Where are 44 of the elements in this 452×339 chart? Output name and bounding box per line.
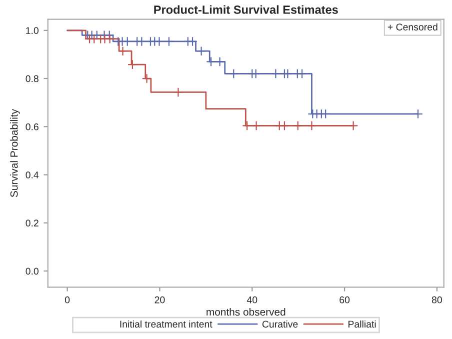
point: [128, 60, 138, 70]
x-tick-label: 60: [340, 296, 350, 304]
point: [196, 46, 206, 56]
point: [104, 34, 115, 44]
y-tick-label: 0.6: [26, 123, 38, 130]
point: [104, 30, 114, 40]
y-tick-label: 0.4: [26, 171, 39, 178]
point: [251, 120, 262, 131]
y-tick-label: 1.0: [26, 27, 39, 34]
point: [122, 36, 132, 46]
x-tick-label: 40: [246, 296, 258, 304]
point: [297, 68, 307, 79]
point: [214, 56, 225, 67]
x-tick-label: 80: [432, 296, 442, 304]
point: [292, 120, 303, 131]
legend-label: Curative: [262, 320, 298, 328]
x-tick-label: 20: [154, 296, 165, 304]
point: [348, 120, 358, 131]
point: [142, 74, 152, 84]
point: [188, 36, 198, 46]
x-tick-label: 0: [64, 296, 70, 304]
point: [280, 120, 290, 131]
point: [306, 120, 317, 131]
point: [270, 68, 281, 79]
legend-label: Palliati: [348, 320, 376, 328]
point: [282, 68, 293, 79]
chart-title: Product-Limit Survival Estimates: [154, 5, 338, 14]
point: [206, 56, 216, 67]
y-tick-label: 0.8: [26, 75, 38, 82]
point: [242, 120, 252, 131]
point: [164, 36, 174, 46]
point: [154, 36, 164, 46]
annotation: + Censored: [388, 23, 438, 30]
y-tick-label: 0.2: [26, 220, 38, 227]
y-tick-label: 0.0: [26, 268, 39, 275]
legend-title: Initial treatment intent: [120, 320, 212, 328]
y-axis-title: Survival Probability: [10, 108, 20, 198]
point: [413, 108, 423, 119]
point: [173, 87, 184, 98]
point: [320, 108, 331, 119]
point: [118, 46, 128, 56]
point: [228, 68, 239, 79]
x-axis-title: months observed: [206, 308, 286, 316]
point: [136, 36, 147, 46]
